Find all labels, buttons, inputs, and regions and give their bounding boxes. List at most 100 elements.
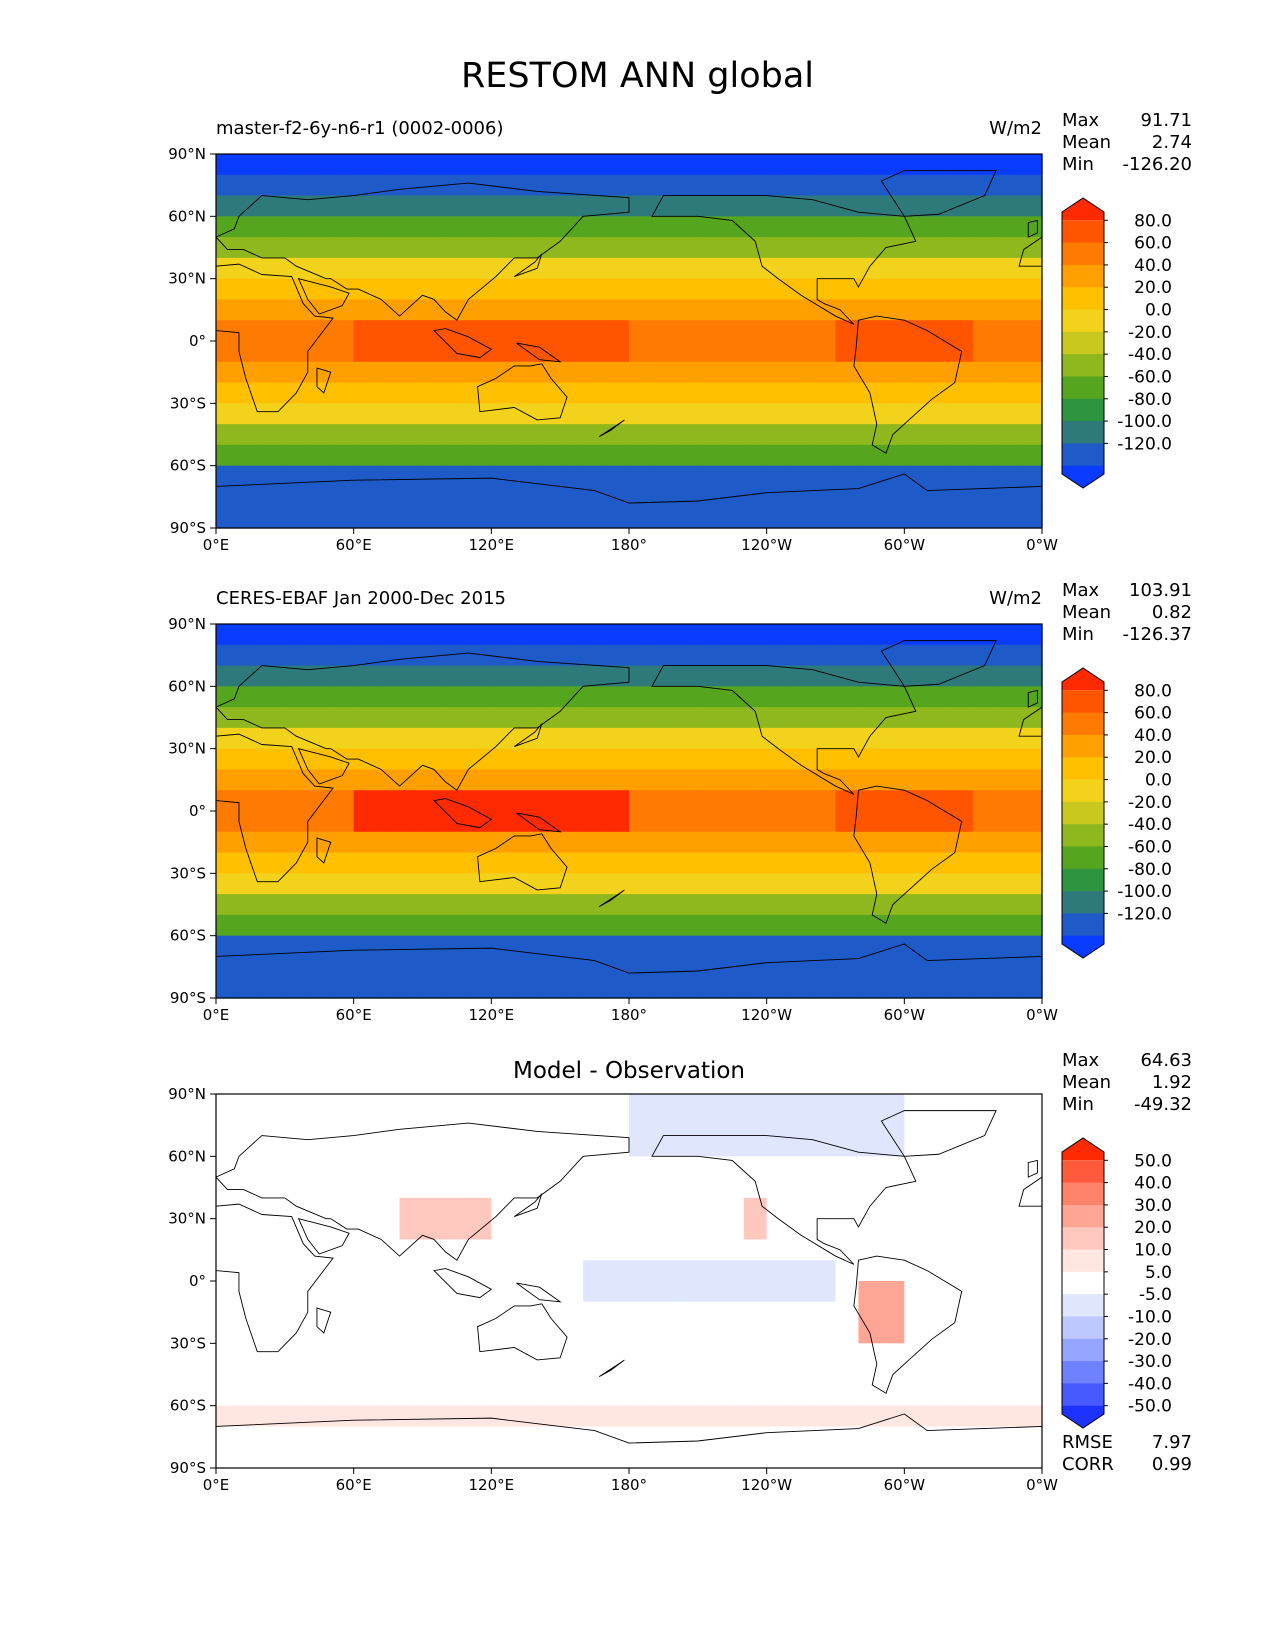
field-cell bbox=[491, 790, 515, 812]
field-cell bbox=[674, 956, 699, 978]
field-cell bbox=[812, 727, 837, 750]
coastline bbox=[598, 889, 625, 907]
field-cell bbox=[284, 237, 309, 259]
field-cell bbox=[927, 811, 951, 833]
stat-max-label: Max bbox=[1062, 580, 1100, 601]
field-cell bbox=[583, 195, 607, 217]
field-cell bbox=[560, 1239, 584, 1261]
field-cell bbox=[766, 811, 791, 833]
field-cell bbox=[629, 935, 653, 958]
field-cell bbox=[422, 1447, 447, 1469]
field-cell bbox=[468, 1094, 492, 1116]
field-cell bbox=[560, 914, 584, 937]
field-cell bbox=[996, 707, 1020, 729]
field-cell bbox=[904, 644, 928, 667]
field-cell bbox=[422, 174, 447, 197]
field-cell bbox=[812, 154, 837, 176]
field-cell bbox=[583, 382, 607, 404]
field-cell bbox=[904, 1322, 928, 1344]
coastlines bbox=[215, 170, 1043, 529]
field-cell bbox=[537, 624, 561, 646]
field-cell bbox=[697, 1135, 722, 1157]
field-cell bbox=[812, 341, 837, 363]
field-cell bbox=[491, 707, 515, 729]
field-cell bbox=[629, 1114, 653, 1137]
field-cell bbox=[766, 935, 791, 958]
field-cell bbox=[835, 1281, 860, 1303]
field-cell bbox=[445, 486, 469, 508]
field-cell bbox=[720, 1094, 745, 1116]
field-cell bbox=[353, 1156, 378, 1178]
field-cell bbox=[216, 174, 240, 197]
field-cell bbox=[376, 956, 401, 978]
field-cell bbox=[284, 769, 309, 791]
field-cell bbox=[973, 852, 997, 874]
field-cell bbox=[629, 361, 653, 384]
field-cell bbox=[904, 1405, 928, 1428]
field-cell bbox=[353, 1135, 378, 1157]
field-cell bbox=[789, 1135, 814, 1157]
field-cell bbox=[261, 873, 286, 895]
field-cell bbox=[307, 1384, 332, 1407]
field-cell bbox=[445, 1426, 469, 1448]
field-cell bbox=[330, 831, 355, 854]
field-cell bbox=[812, 257, 837, 280]
field-cell bbox=[766, 707, 791, 729]
lon-tick-label: 0°E bbox=[203, 1006, 230, 1020]
field-cell bbox=[376, 1384, 401, 1407]
field-cell bbox=[720, 1260, 745, 1282]
field-cell bbox=[743, 1384, 768, 1407]
field-cell bbox=[583, 154, 607, 176]
field-cell bbox=[674, 1281, 699, 1303]
lon-tick-label: 120°W bbox=[741, 1006, 792, 1020]
field-cell bbox=[560, 465, 584, 488]
field-cell bbox=[468, 1364, 492, 1386]
field-cell bbox=[1019, 1322, 1043, 1344]
field-cell bbox=[651, 624, 676, 646]
field-cell bbox=[812, 465, 837, 488]
field-cell bbox=[789, 507, 814, 529]
field-cell bbox=[353, 873, 378, 895]
field-cell bbox=[376, 507, 401, 529]
stat-corr-label: CORR bbox=[1062, 1454, 1114, 1475]
field-cell bbox=[629, 644, 653, 667]
field-cell bbox=[468, 977, 492, 999]
field-cell bbox=[399, 278, 424, 301]
field-cell bbox=[606, 1364, 630, 1386]
field-cell bbox=[330, 1156, 355, 1178]
field-cell bbox=[261, 1343, 286, 1365]
field-cell bbox=[376, 790, 401, 812]
field-cell bbox=[216, 361, 240, 384]
field-cell bbox=[330, 1135, 355, 1157]
field-cell bbox=[996, 403, 1020, 425]
field-cell bbox=[353, 665, 378, 687]
field-cell bbox=[950, 727, 974, 750]
colorbar: 80.060.040.020.00.0-20.0-40.0-60.0-80.0-… bbox=[1061, 197, 1172, 489]
field-cell bbox=[697, 299, 722, 321]
field-cell bbox=[674, 1218, 699, 1241]
field-cell bbox=[376, 382, 401, 404]
field-cell bbox=[720, 403, 745, 425]
field-cell bbox=[651, 382, 676, 404]
field-cell bbox=[743, 1239, 768, 1261]
field-cell bbox=[766, 1156, 791, 1178]
field-cell bbox=[468, 873, 492, 895]
field-cell bbox=[674, 154, 699, 176]
field-cell bbox=[583, 1094, 607, 1116]
field-cell bbox=[904, 507, 928, 529]
field-cell bbox=[606, 1218, 630, 1241]
field-cell bbox=[238, 1343, 263, 1365]
field-cell bbox=[330, 811, 355, 833]
field-cell bbox=[766, 278, 791, 301]
field-cell bbox=[720, 727, 745, 750]
field-cell bbox=[720, 361, 745, 384]
field-cell bbox=[353, 831, 378, 854]
field-cell bbox=[445, 748, 469, 771]
field-cell bbox=[399, 216, 424, 238]
field-cell bbox=[973, 624, 997, 646]
field-cell bbox=[261, 707, 286, 729]
field-cell bbox=[284, 1114, 309, 1137]
field-cell bbox=[973, 486, 997, 508]
field-cell bbox=[537, 1447, 561, 1469]
field-cell bbox=[629, 1364, 653, 1386]
